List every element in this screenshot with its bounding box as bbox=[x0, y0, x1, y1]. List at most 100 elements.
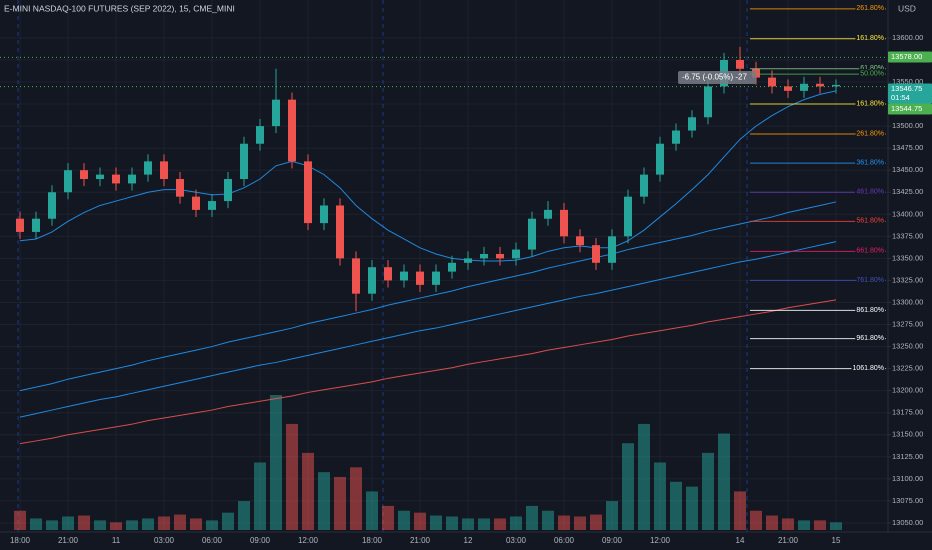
volume-bar bbox=[830, 522, 842, 530]
volume-bar bbox=[574, 516, 586, 530]
price-tag bbox=[888, 103, 932, 115]
volume-bar bbox=[718, 433, 730, 530]
currency: USD bbox=[898, 3, 916, 13]
x-tick-label: 06:00 bbox=[554, 536, 575, 545]
volume-bar bbox=[318, 472, 330, 530]
volume-bar bbox=[46, 520, 58, 530]
volume-bar bbox=[606, 501, 618, 530]
x-tick-label: 11 bbox=[112, 536, 121, 545]
candle-body bbox=[544, 209, 552, 219]
candle-body bbox=[656, 143, 664, 175]
volume-bar bbox=[590, 514, 602, 530]
y-tick-label: 13275.00 bbox=[892, 320, 923, 329]
candle-body bbox=[320, 205, 328, 224]
session-breaks bbox=[17, 0, 748, 532]
candle-body bbox=[128, 174, 136, 184]
y-tick-label: 13125.00 bbox=[892, 452, 923, 461]
countdown: 01:54 bbox=[891, 93, 910, 102]
volume-bar bbox=[446, 516, 458, 530]
price-tag-label: 13546.75 bbox=[891, 84, 922, 93]
y-tick-label: 13425.00 bbox=[892, 187, 923, 196]
candle-body bbox=[816, 83, 824, 87]
candle-body bbox=[32, 218, 40, 232]
x-tick-label: 03:00 bbox=[506, 536, 527, 545]
candle-body bbox=[480, 253, 488, 259]
x-tick-label: 06:00 bbox=[202, 536, 223, 545]
price-tag-label: 13544.75 bbox=[891, 104, 922, 113]
candle-body bbox=[832, 84, 840, 87]
volume-bar bbox=[30, 518, 42, 530]
moving-average bbox=[19, 241, 837, 418]
volume-bar bbox=[270, 395, 282, 530]
candle-body bbox=[240, 143, 248, 180]
volume-bar bbox=[142, 518, 154, 530]
candle-body bbox=[48, 192, 56, 219]
moving-averages bbox=[19, 90, 837, 445]
x-tick-label: 03:00 bbox=[154, 536, 175, 545]
volume-bar bbox=[238, 501, 250, 530]
candle-body bbox=[512, 249, 520, 259]
fib-label: 161.80% bbox=[856, 100, 884, 107]
volume-bar bbox=[782, 518, 794, 530]
y-tick-label: 13600.00 bbox=[892, 33, 923, 42]
candle-body bbox=[160, 161, 168, 180]
volume-bar bbox=[478, 518, 490, 530]
y-tick-label: 13150.00 bbox=[892, 430, 923, 439]
volume-bar bbox=[190, 518, 202, 530]
y-tick-label: 13225.00 bbox=[892, 364, 923, 373]
candle-body bbox=[144, 161, 152, 175]
candle-body bbox=[368, 267, 376, 294]
candle-body bbox=[576, 236, 584, 246]
candle-body bbox=[800, 83, 808, 91]
volume-bar bbox=[686, 486, 698, 530]
candle-body bbox=[336, 205, 344, 259]
candle-body bbox=[736, 59, 744, 69]
candle-body bbox=[448, 262, 456, 272]
candle-body bbox=[64, 170, 72, 193]
grid bbox=[0, 0, 888, 530]
change-tooltip bbox=[678, 71, 756, 84]
chart-title: E-MINI NASDAQ-100 FUTURES (SEP 2022), 15… bbox=[4, 3, 235, 13]
volume-bar bbox=[94, 520, 106, 530]
y-tick-label: 13475.00 bbox=[892, 143, 923, 152]
moving-average bbox=[19, 201, 837, 392]
volume-bar bbox=[158, 516, 170, 530]
volume-bar bbox=[638, 423, 650, 530]
y-tick-label: 13500.00 bbox=[892, 121, 923, 130]
y-tick-label: 13300.00 bbox=[892, 297, 923, 306]
volume-bar bbox=[382, 505, 394, 530]
volume bbox=[14, 395, 842, 530]
volume-bar bbox=[622, 443, 634, 530]
x-tick-label: 21:00 bbox=[58, 536, 79, 545]
volume-bar bbox=[542, 510, 554, 530]
fib-label: 261.80% bbox=[856, 5, 884, 12]
candle-body bbox=[592, 245, 600, 263]
volume-bar bbox=[62, 516, 74, 530]
volume-bar bbox=[126, 520, 138, 530]
y-tick-label: 13100.00 bbox=[892, 474, 923, 483]
volume-bar bbox=[350, 467, 362, 530]
axes: 13050.00 13075.00 13100.00 13125.00 13150.00… bbox=[10, 33, 932, 545]
volume-bar bbox=[766, 515, 778, 530]
volume-bar bbox=[750, 510, 762, 530]
y-tick-label: 13325.00 bbox=[892, 275, 923, 284]
candle-body bbox=[464, 258, 472, 263]
candle-body bbox=[432, 271, 440, 285]
x-tick-label: 09:00 bbox=[602, 536, 623, 545]
candle-body bbox=[304, 161, 312, 224]
candle-body bbox=[640, 174, 648, 197]
x-tick-label: 15 bbox=[832, 536, 841, 545]
volume-bar bbox=[814, 520, 826, 530]
fib-label: 861.80% bbox=[856, 307, 884, 314]
volume-bar bbox=[494, 518, 506, 530]
volume-bar bbox=[702, 452, 714, 530]
x-tick-label: 12:00 bbox=[650, 536, 671, 545]
moving-average bbox=[19, 299, 837, 445]
volume-bar bbox=[462, 518, 474, 530]
y-tick-label: 13350.00 bbox=[892, 253, 923, 262]
volume-bar bbox=[798, 520, 810, 530]
volume-bar bbox=[174, 514, 186, 530]
candle-body bbox=[256, 126, 264, 144]
